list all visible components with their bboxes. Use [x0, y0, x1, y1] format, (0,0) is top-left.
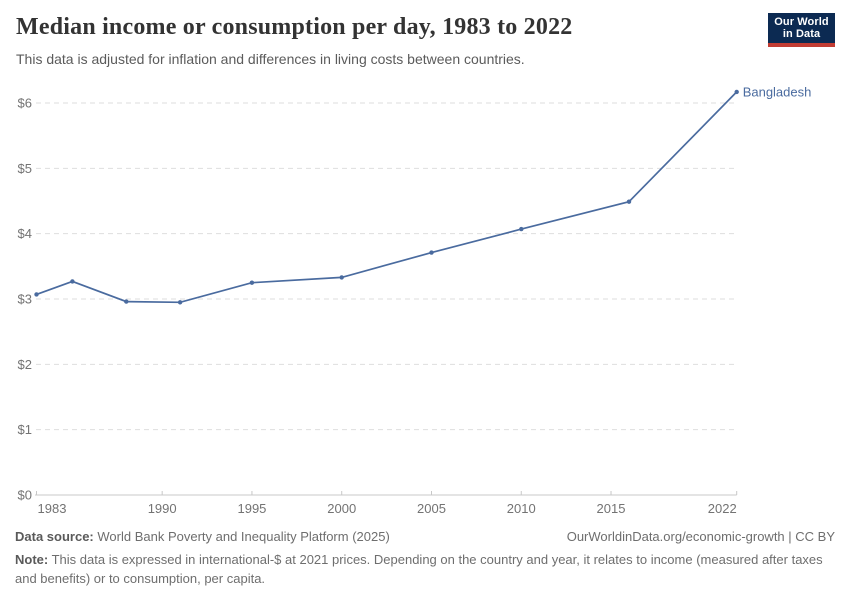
owid-logo-box: Our World in Data [768, 13, 835, 43]
x-axis-tick-label: 1990 [148, 501, 177, 516]
owid-logo-line1: Our World [774, 16, 829, 28]
x-axis-tick-label: 2022 [708, 501, 737, 516]
y-axis-tick-label: $0 [18, 488, 32, 503]
data-point-marker[interactable] [34, 292, 39, 297]
owid-logo-line2: in Data [782, 28, 821, 40]
page-title: Median income or consumption per day, 19… [16, 14, 573, 40]
data-point-marker[interactable] [124, 299, 129, 304]
y-axis-tick-label: $2 [18, 357, 32, 372]
data-point-marker[interactable] [249, 280, 255, 285]
note-label: Note: [15, 552, 49, 567]
data-point-marker[interactable] [70, 279, 75, 284]
y-axis-tick-label: $3 [18, 292, 32, 307]
footer-row-source: Data source: World Bank Poverty and Ineq… [15, 529, 835, 544]
x-axis-tick-label: 2015 [597, 501, 626, 516]
data-point-marker[interactable] [339, 275, 344, 280]
data-point-marker[interactable] [734, 89, 739, 95]
chart-canvas: $0 $1 $2 $3 $4 $5 $6 1983 1990 1995 2000 2005 2010 20… [18, 84, 812, 516]
y-axis-tick-label: $5 [18, 161, 32, 176]
x-axis-tick-label: 2000 [327, 501, 356, 516]
data-point-marker[interactable] [626, 199, 632, 204]
x-axis-tick-label: 1983 [38, 501, 67, 516]
entity-label[interactable]: Bangladesh [743, 84, 812, 99]
y-axis-tick-label: $6 [18, 96, 32, 111]
y-axis-tick-label: $4 [18, 226, 32, 241]
attribution-link[interactable]: OurWorldinData.org/economic-growth | CC … [566, 529, 835, 544]
owid-logo-accent-bar [768, 43, 835, 47]
data-source-text: World Bank Poverty and Inequality Platfo… [97, 529, 390, 544]
data-point-marker[interactable] [519, 226, 524, 232]
footer-note: Note: This data is expressed in internat… [15, 551, 833, 588]
note-text: This data is expressed in international-… [15, 552, 823, 586]
data-line-bangladesh[interactable] [36, 91, 738, 304]
data-point-marker[interactable] [177, 300, 183, 305]
x-axis-tick-label: 2005 [417, 501, 446, 516]
chart-footer: Data source: World Bank Poverty and Ineq… [15, 529, 835, 588]
x-axis-tick-label: 2010 [507, 501, 536, 516]
owid-logo[interactable]: Our World in Data [768, 13, 835, 47]
y-axis-tick-label: $1 [18, 422, 32, 437]
data-point-marker[interactable] [429, 250, 434, 255]
x-axis-tick-label: 1995 [237, 501, 266, 516]
data-source-label: Data source: [15, 529, 94, 544]
chart-subtitle: This data is adjusted for inflation and … [16, 51, 525, 67]
data-source-line: Data source: World Bank Poverty and Ineq… [15, 529, 390, 544]
